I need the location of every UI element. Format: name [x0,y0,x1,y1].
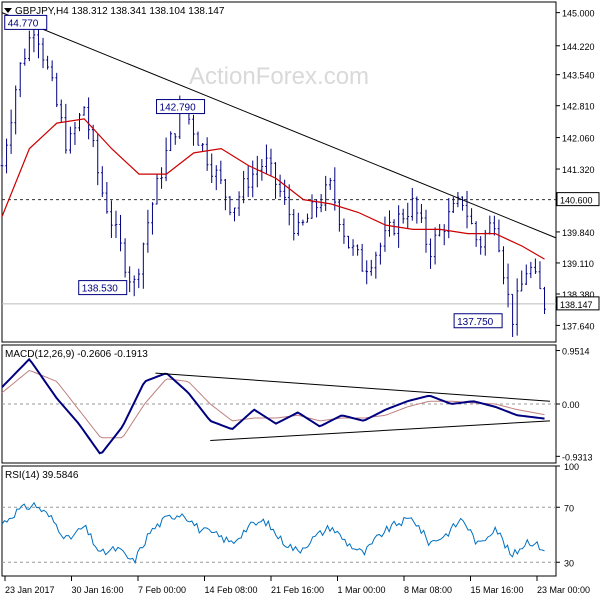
price-ytick-label: 139.840 [562,228,595,238]
macd-label: MACD(12,26,9) -0.2606 -0.1913 [5,349,148,360]
price-ytick-label: 144.220 [562,42,595,52]
x-tick-label: 15 Mar 16:00 [471,585,524,595]
price-annotation-label: 137.750 [457,317,494,328]
rsi-line [1,501,545,565]
price-ytick-label: 137.640 [562,321,595,331]
macd-trendline [210,420,551,442]
price-annotation-box [4,14,48,30]
x-tick-label: 1 Mar 00:00 [338,585,386,595]
price-annotation-label: 138.530 [82,284,119,295]
macd-ytick-label: 0.00 [562,400,580,410]
x-tick-label: 30 Jan 16:00 [72,585,124,595]
price-ytick-label: 141.320 [562,165,595,175]
support-level-box [556,192,600,207]
x-tick-label: 7 Feb 00:00 [138,585,186,595]
macd-main-line [1,357,545,455]
x-tick-label: 14 Feb 08:00 [205,585,258,595]
price-annotation-box [78,280,128,296]
macd-ytick-label: 0.9514 [562,347,590,357]
rsi-ytick-label: 30 [564,558,574,568]
rsi-label: RSI(14) 39.5846 [5,470,79,481]
panel-frame-rsi [1,465,557,577]
macd-trendline [155,372,551,402]
price-title: GBPJPY,H4 138.312 138.341 138.104 138.14… [15,6,225,17]
price-ytick-label: 139.110 [562,259,594,269]
panel-frame-price [1,1,557,343]
watermark: ActionForex.com [189,63,369,90]
price-ytick-label: 142.060 [562,134,595,144]
price-ytick-label: 142.810 [562,102,595,112]
dropdown-arrow-icon[interactable] [4,8,12,13]
x-tick-label: 23 Mar 00:00 [537,585,590,595]
price-ytick-label: 138.380 [562,290,595,300]
x-tick-label: 23 Jan 2017 [5,585,55,595]
macd-ytick-label: -0.9313 [562,452,593,462]
price-ytick-label: 145.000 [562,9,595,19]
rsi-ytick-label: 70 [564,503,574,513]
price-annotation-label: 44.770 [8,18,39,29]
price-ytick-label: 143.540 [562,71,595,81]
x-tick-label: 21 Feb 16:00 [271,585,324,595]
price-annotation-label: 142.790 [160,103,197,114]
macd-signal-line [1,369,545,439]
moving-average-line [1,118,545,260]
current-price-box [556,296,600,311]
current-price-label: 138.147 [560,300,593,310]
x-tick-label: 8 Mar 08:00 [404,585,452,595]
price-annotation-box [453,313,503,329]
rsi-ytick-label: 100 [564,462,579,472]
support-level-label: 140.600 [560,196,593,206]
price-annotation-box [156,99,206,115]
price-trendline [1,12,557,239]
